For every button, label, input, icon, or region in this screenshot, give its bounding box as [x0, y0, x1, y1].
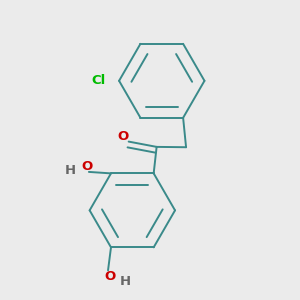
Text: O: O — [104, 270, 115, 283]
Text: O: O — [118, 130, 129, 143]
Text: Cl: Cl — [92, 74, 106, 87]
Text: H: H — [65, 164, 76, 177]
Text: O: O — [82, 160, 93, 173]
Text: H: H — [120, 275, 131, 288]
